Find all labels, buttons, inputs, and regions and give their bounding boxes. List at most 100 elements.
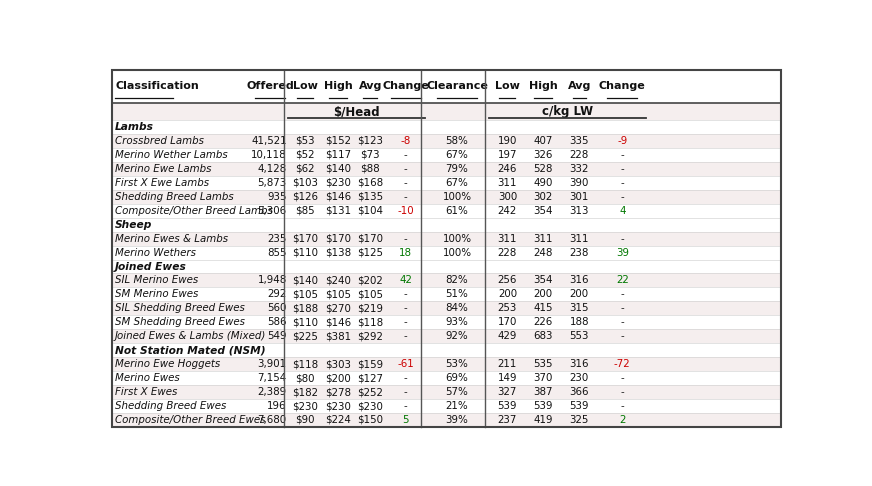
Text: 67%: 67%: [446, 178, 468, 188]
Text: $240: $240: [325, 276, 351, 285]
Text: $135: $135: [358, 192, 384, 202]
Text: -: -: [620, 303, 624, 313]
Bar: [112, 413, 781, 427]
Text: -9: -9: [617, 136, 627, 146]
Bar: [112, 176, 781, 190]
Text: $90: $90: [296, 415, 315, 425]
Text: 41,521: 41,521: [251, 136, 287, 146]
Text: 4: 4: [619, 206, 625, 216]
Text: 535: 535: [534, 359, 553, 369]
Text: Low: Low: [292, 81, 317, 91]
Text: 327: 327: [498, 387, 517, 397]
Text: -: -: [404, 234, 407, 243]
Text: $168: $168: [358, 178, 384, 188]
Bar: [112, 245, 781, 260]
Text: $125: $125: [358, 247, 383, 258]
Text: 246: 246: [498, 164, 517, 174]
Text: 69%: 69%: [446, 373, 468, 383]
Text: $126: $126: [292, 192, 318, 202]
Text: 39: 39: [616, 247, 629, 258]
Text: $105: $105: [292, 290, 318, 299]
Text: -: -: [620, 234, 624, 243]
Text: SM Merino Ewes: SM Merino Ewes: [115, 290, 199, 299]
Text: 370: 370: [534, 373, 553, 383]
Text: 22: 22: [616, 276, 629, 285]
Text: $140: $140: [292, 276, 318, 285]
Text: Avg: Avg: [358, 81, 382, 91]
Text: 316: 316: [569, 276, 589, 285]
Text: $103: $103: [292, 178, 318, 188]
Text: 415: 415: [534, 303, 553, 313]
Text: 238: 238: [569, 247, 589, 258]
Text: -: -: [404, 317, 407, 327]
Text: $252: $252: [358, 387, 383, 397]
Text: Merino Wethers: Merino Wethers: [115, 247, 196, 258]
Text: 190: 190: [498, 136, 517, 146]
Text: $110: $110: [292, 317, 318, 327]
Text: 301: 301: [569, 192, 589, 202]
Text: $80: $80: [296, 373, 315, 383]
Text: -: -: [620, 164, 624, 174]
Text: -: -: [620, 317, 624, 327]
Text: Merino Ewe Lambs: Merino Ewe Lambs: [115, 164, 212, 174]
Text: $292: $292: [358, 331, 383, 341]
Text: 253: 253: [498, 303, 517, 313]
Text: 311: 311: [534, 234, 553, 243]
Text: -: -: [620, 373, 624, 383]
Text: 196: 196: [267, 401, 287, 411]
Text: 316: 316: [569, 359, 589, 369]
Text: Joined Ewes: Joined Ewes: [115, 261, 187, 272]
Text: Composite/Other Breed Ewes: Composite/Other Breed Ewes: [115, 415, 266, 425]
Text: 553: 553: [569, 331, 589, 341]
Text: 549: 549: [267, 331, 287, 341]
Text: $110: $110: [292, 247, 318, 258]
Text: $170: $170: [325, 234, 351, 243]
Text: Merino Ewes: Merino Ewes: [115, 373, 180, 383]
Text: $146: $146: [325, 317, 351, 327]
Text: 354: 354: [534, 206, 553, 216]
Text: 313: 313: [569, 206, 589, 216]
Text: -: -: [404, 150, 407, 160]
Bar: [112, 315, 781, 330]
Text: 332: 332: [569, 164, 589, 174]
Text: 311: 311: [498, 178, 517, 188]
Text: 57%: 57%: [446, 387, 468, 397]
Text: 5: 5: [402, 415, 409, 425]
Bar: [112, 274, 781, 287]
Text: $105: $105: [358, 290, 383, 299]
Text: $52: $52: [296, 150, 315, 160]
Text: 226: 226: [534, 317, 553, 327]
Text: 5,306: 5,306: [257, 206, 287, 216]
Text: 4,128: 4,128: [257, 164, 287, 174]
Text: $182: $182: [292, 387, 318, 397]
Text: 256: 256: [498, 276, 517, 285]
Bar: [112, 260, 781, 274]
Text: Shedding Breed Lambs: Shedding Breed Lambs: [115, 192, 234, 202]
Text: Merino Wether Lambs: Merino Wether Lambs: [115, 150, 228, 160]
Bar: [112, 69, 781, 103]
Text: 53%: 53%: [446, 359, 468, 369]
Text: 325: 325: [569, 415, 589, 425]
Text: 197: 197: [498, 150, 517, 160]
Text: $230: $230: [325, 401, 351, 411]
Bar: [112, 190, 781, 204]
Text: -61: -61: [398, 359, 414, 369]
Text: Avg: Avg: [568, 81, 591, 91]
Text: -72: -72: [614, 359, 630, 369]
Text: -: -: [404, 373, 407, 383]
Text: 200: 200: [569, 290, 589, 299]
Text: 539: 539: [569, 401, 589, 411]
Text: First X Ewes: First X Ewes: [115, 387, 178, 397]
Text: $118: $118: [292, 359, 318, 369]
Text: $200: $200: [325, 373, 351, 383]
Text: -10: -10: [398, 206, 414, 216]
Text: 211: 211: [498, 359, 517, 369]
Text: Shedding Breed Ewes: Shedding Breed Ewes: [115, 401, 227, 411]
Text: Low: Low: [495, 81, 520, 91]
Text: SIL Shedding Breed Ewes: SIL Shedding Breed Ewes: [115, 303, 245, 313]
Text: 228: 228: [498, 247, 517, 258]
Text: $123: $123: [358, 136, 383, 146]
Bar: [112, 385, 781, 399]
Text: 326: 326: [534, 150, 553, 160]
Text: 84%: 84%: [446, 303, 468, 313]
